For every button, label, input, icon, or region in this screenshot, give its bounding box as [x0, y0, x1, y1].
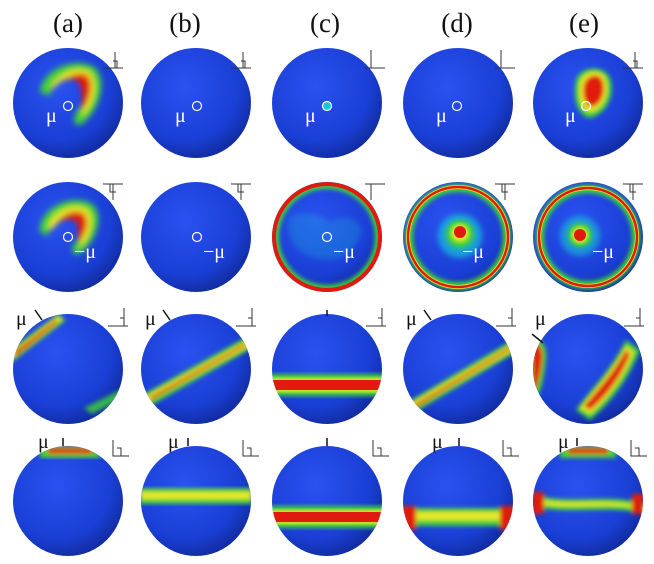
neg-mu-label: −μ: [333, 241, 355, 263]
sphere-a-row4: [13, 438, 123, 556]
axis-glyphs: [103, 50, 647, 457]
sphere-b-row4: [141, 438, 251, 556]
column-label-a: (a): [53, 8, 83, 38]
sphere-d-row4: [403, 438, 513, 556]
sphere-c-row3: [272, 310, 382, 424]
sphere-e-row1: μ: [533, 48, 643, 158]
mu-label: μ: [558, 431, 569, 453]
column-label-d: (d): [441, 8, 473, 38]
neg-mu-label: −μ: [203, 241, 225, 263]
mu-label: μ: [168, 431, 179, 453]
column-label-c: (c): [310, 8, 340, 38]
sphere-d-row2: −μ: [403, 182, 513, 292]
mu-label: μ: [406, 308, 417, 330]
mu-label: μ: [565, 105, 576, 127]
mu-label: μ: [305, 105, 316, 127]
column-label-e: (e): [569, 8, 599, 38]
sphere-d-row3: μ: [403, 308, 513, 424]
mu-label: μ: [436, 105, 447, 127]
sphere-e-row3: μ: [531, 308, 643, 424]
column-label-b: (b): [169, 8, 201, 38]
neg-mu-label: −μ: [592, 241, 614, 263]
mu-label: μ: [175, 105, 186, 127]
neg-mu-label: −μ: [462, 241, 484, 263]
sphere-c-row1: μ: [272, 48, 382, 158]
mu-label: μ: [432, 431, 443, 453]
sphere-c-row4: [272, 438, 382, 556]
mu-label: μ: [535, 308, 546, 330]
sphere-b-row1: μ: [141, 48, 251, 158]
sphere-b-row3: μ: [141, 308, 251, 424]
sphere-d-row1: μ: [403, 48, 513, 158]
mu-label: μ: [38, 431, 49, 453]
neg-mu-label: −μ: [74, 241, 96, 263]
mu-label: μ: [16, 308, 27, 330]
sphere-c-row2: −μ: [272, 182, 382, 292]
sphere-a-row1: μ: [13, 48, 123, 158]
sphere-a-row2: −μ: [13, 182, 123, 292]
sphere-a-row3: μ: [13, 308, 123, 424]
sphere-e-row4: [533, 438, 643, 556]
sphere-e-row2: −μ: [533, 182, 643, 292]
sphere-b-row2: −μ: [141, 182, 251, 292]
mu-label: μ: [46, 105, 57, 127]
mu-label: μ: [145, 308, 156, 330]
